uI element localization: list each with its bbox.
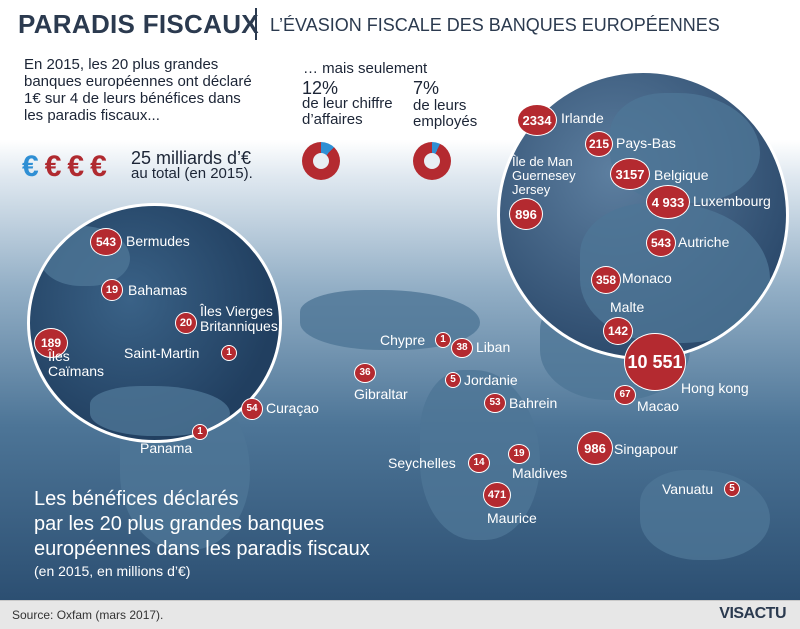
bubble-gibraltar: 36 bbox=[354, 363, 376, 383]
label-liban: Liban bbox=[476, 339, 511, 355]
label-maldives: Maldives bbox=[512, 465, 568, 481]
bubble-curacao: 54 bbox=[241, 398, 263, 420]
stat-chiffre-affaires: 12% de leur chiffre d’affaires bbox=[302, 78, 402, 128]
bubble-panama: 1 bbox=[192, 424, 208, 440]
bubble-liban: 38 bbox=[451, 338, 473, 358]
label-monaco: Monaco bbox=[622, 270, 672, 286]
label-belgique: Belgique bbox=[654, 167, 709, 183]
bubble-singapour: 986 bbox=[577, 431, 613, 465]
bubble-autriche: 543 bbox=[646, 229, 676, 257]
bubble-jordanie: 5 bbox=[445, 372, 461, 388]
label-panama: Panama bbox=[140, 440, 193, 456]
label-malte: Malte bbox=[610, 299, 645, 315]
bubble-luxembourg: 4 933 bbox=[646, 185, 690, 219]
euro-icon: € bbox=[44, 150, 68, 183]
donut-employes bbox=[413, 142, 451, 180]
bubble-malte: 142 bbox=[603, 317, 633, 345]
donut-chiffre-affaires bbox=[302, 142, 340, 180]
label-guernesey: Guernesey bbox=[512, 168, 576, 183]
footer-bar: Source: Oxfam (mars 2017). VISACTU bbox=[0, 600, 800, 629]
bubble-pays-bas: 215 bbox=[585, 131, 613, 157]
label-iles-caimans: Îles Caïmans bbox=[48, 348, 105, 379]
total-label: au total (en 2015). bbox=[131, 165, 253, 182]
page-title: PARADIS FISCAUX bbox=[18, 9, 259, 39]
bubble-monaco: 358 bbox=[591, 266, 621, 294]
header: PARADIS FISCAUX L’ÉVASION FISCALE DES BA… bbox=[0, 0, 800, 48]
label-hong-kong: Hong kong bbox=[681, 380, 749, 396]
euro-icons: €€€€ bbox=[22, 150, 113, 184]
label-luxembourg: Luxembourg bbox=[693, 193, 771, 209]
label-curacao: Curaçao bbox=[266, 400, 319, 416]
bubble-macao: 67 bbox=[614, 385, 636, 405]
label-iles-vierges: Îles Vierges Britanniques bbox=[200, 303, 278, 334]
page-subtitle: L’ÉVASION FISCALE DES BANQUES EUROPÉENNE… bbox=[270, 15, 720, 35]
label-jersey: Jersey bbox=[512, 182, 551, 197]
stat-ca-value: 12% bbox=[302, 78, 339, 98]
bubble-irlande: 2334 bbox=[517, 104, 557, 136]
euro-icon: € bbox=[22, 150, 45, 183]
label-irlande: Irlande bbox=[561, 110, 604, 126]
map-title-line: européennes dans les paradis fiscaux bbox=[34, 538, 370, 560]
bubble-vanuatu: 5 bbox=[724, 481, 740, 497]
stat-ca-label: de leur chiffre d’affaires bbox=[302, 95, 393, 128]
bubble-maurice: 471 bbox=[483, 482, 511, 508]
source-text: Source: Oxfam (mars 2017). bbox=[12, 608, 164, 622]
title-separator bbox=[255, 8, 257, 40]
label-vanuatu: Vanuatu bbox=[662, 481, 714, 497]
label-jordanie: Jordanie bbox=[464, 372, 518, 388]
stat-employes: 7% de leurs employés bbox=[413, 78, 513, 130]
bubble-iles-vierges: 20 bbox=[175, 312, 197, 334]
label-bahamas: Bahamas bbox=[128, 282, 188, 298]
label-macao: Macao bbox=[637, 398, 680, 414]
intro-text: En 2015, les 20 plus grandes banques eur… bbox=[24, 56, 252, 124]
total-value: 25 milliards d’€ bbox=[131, 148, 252, 168]
map-title-line: Les bénéfices déclarés bbox=[34, 488, 239, 510]
bubble-bahamas: 19 bbox=[101, 279, 123, 301]
stat-emp-value: 7% bbox=[413, 78, 440, 98]
bubble-iles-anglo-normandes: 896 bbox=[509, 198, 543, 230]
bubble-belgique: 3157 bbox=[610, 158, 650, 190]
label-bermudes: Bermudes bbox=[126, 233, 190, 249]
bubble-iles-caimans: 189 bbox=[34, 328, 68, 358]
map-title-line: par les 20 plus grandes banques bbox=[34, 513, 325, 535]
label-seychelles: Seychelles bbox=[388, 455, 456, 471]
mais-seulement-text: … mais seulement bbox=[303, 60, 428, 77]
bubble-chypre: 1 bbox=[435, 332, 451, 348]
bubble-bahrein: 53 bbox=[484, 393, 506, 413]
euro-icon: € bbox=[90, 150, 113, 183]
land-mass-australia bbox=[640, 470, 770, 560]
label-saint-martin: Saint-Martin bbox=[124, 345, 200, 361]
label-maurice: Maurice bbox=[487, 510, 537, 526]
label-chypre: Chypre bbox=[380, 332, 426, 348]
bubble-maldives: 19 bbox=[508, 444, 530, 464]
stat-emp-label: de leurs employés bbox=[413, 97, 478, 130]
label-ile-de-man: Île de Man bbox=[512, 154, 573, 169]
total-amount: 25 milliards d’€ au total (en 2015). bbox=[131, 148, 253, 182]
bubble-seychelles: 14 bbox=[468, 453, 490, 473]
visactu-logo: VISACTU bbox=[719, 605, 786, 622]
map-title: Les bénéfices déclarés par les 20 plus g… bbox=[34, 487, 370, 562]
label-gibraltar: Gibraltar bbox=[354, 386, 408, 402]
map-subtitle: (en 2015, en millions d’€) bbox=[34, 563, 191, 579]
bubble-saint-martin: 1 bbox=[221, 345, 237, 361]
land-mass-central-america bbox=[90, 386, 230, 436]
label-pays-bas: Pays-Bas bbox=[616, 135, 676, 151]
label-bahrein: Bahrein bbox=[509, 395, 558, 411]
label-autriche: Autriche bbox=[678, 234, 730, 250]
label-singapour: Singapour bbox=[614, 441, 678, 457]
bubble-bermudes: 543 bbox=[90, 228, 122, 256]
euro-icon: € bbox=[67, 150, 91, 183]
bubble-hong-kong: 10 551 bbox=[624, 333, 686, 391]
